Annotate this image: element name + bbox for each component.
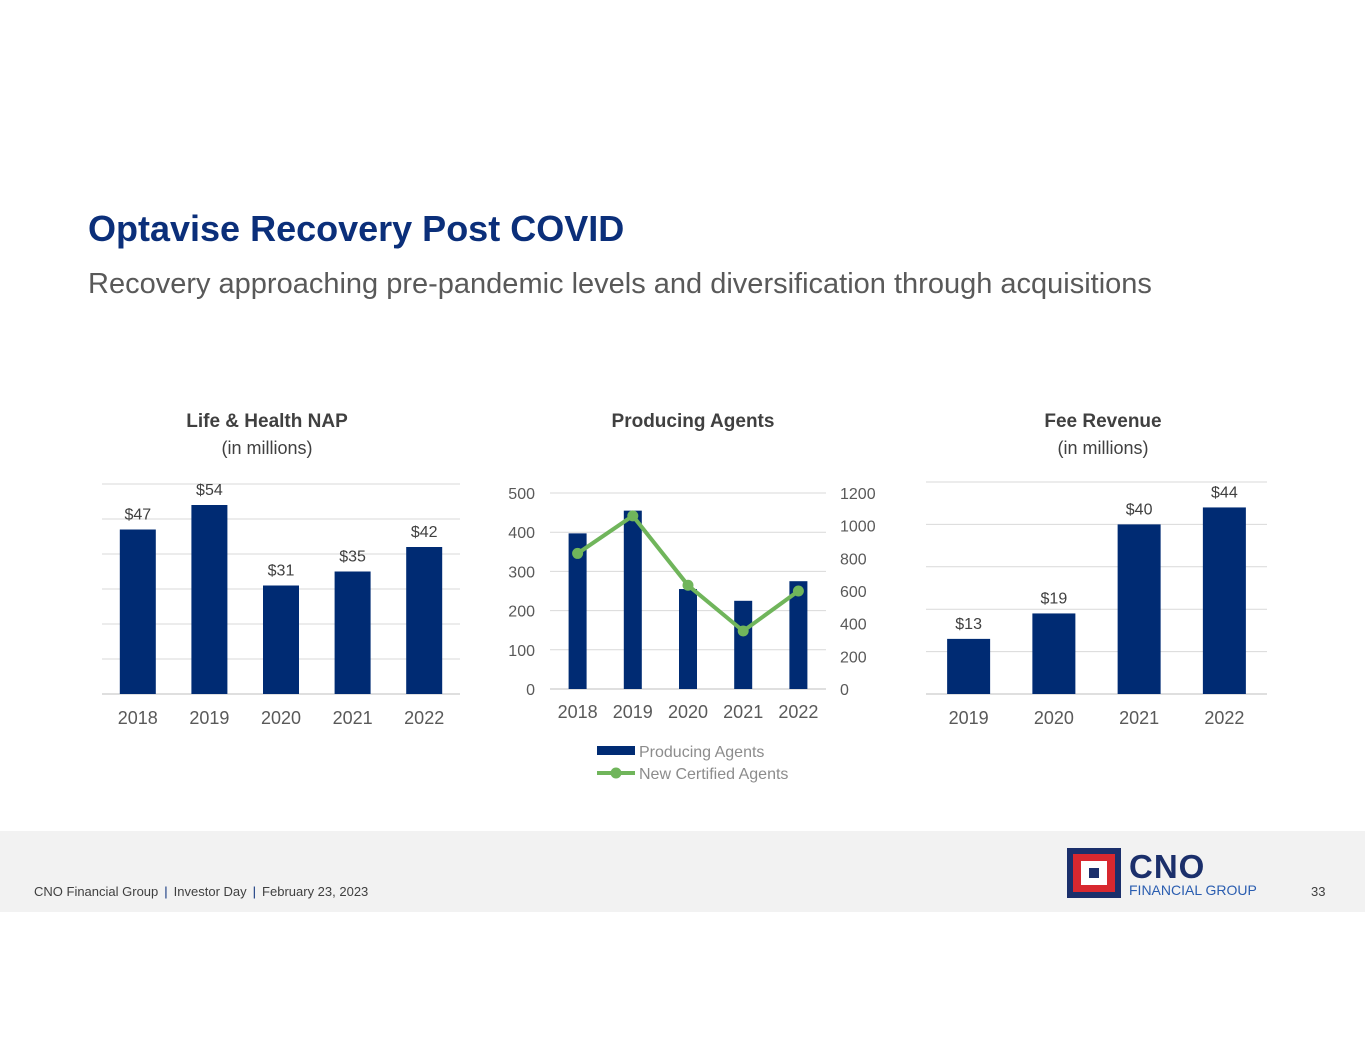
data-label: $13 [955,616,982,633]
data-label: $54 [196,482,223,499]
chart-subtitle: (in millions) [1057,438,1148,458]
page-title: Optavise Recovery Post COVID [88,208,625,249]
legend-label: Producing Agents [639,744,764,761]
bar [191,505,228,694]
x-tick-label: 2022 [778,702,818,722]
line-point [627,510,639,522]
footer: CNO Financial Group | Investor Day | Februar… [0,831,1365,912]
fee-revenue-chart: Fee Revenue (in millions) $13 2019 $19 2020 $4… [926,411,1267,728]
bar [623,510,642,689]
bar [734,600,753,689]
line-point [737,625,749,637]
y-right-tick-label: 0 [840,682,849,699]
bar [1117,524,1161,694]
bar [1202,507,1246,694]
x-tick-label: 2022 [404,708,444,728]
data-label: $44 [1211,484,1238,501]
y-right-tick-label: 1200 [840,486,876,503]
bar [1032,613,1076,694]
x-tick-label: 2022 [1204,708,1244,728]
x-tick-label: 2020 [668,702,708,722]
footer-text: CNO Financial Group | Investor Day | Februar… [34,884,368,899]
y-right-tick-label: 400 [840,617,867,634]
x-tick-label: 2019 [189,708,229,728]
data-label: $19 [1041,590,1068,607]
y-right-tick-label: 1000 [840,519,876,536]
x-tick-label: 2020 [1034,708,1074,728]
data-label: $31 [268,563,295,580]
producing-agents-chart: Producing Agents 0 100 200 300 400 500 0 200 400 6… [508,411,876,783]
line-point [682,579,694,591]
data-label: $40 [1126,501,1153,518]
line-point [792,585,804,597]
bar [119,529,156,694]
bar [679,589,697,689]
y-right-tick-label: 800 [840,551,867,568]
x-tick-label: 2019 [613,702,653,722]
footer-separator: | [252,884,257,899]
y-left-tick-label: 100 [508,643,535,660]
footer-event: Investor Day [173,884,247,899]
logo-mark-icon [1067,848,1121,898]
bar [568,533,587,689]
x-tick-label: 2020 [261,708,301,728]
x-tick-label: 2021 [333,708,373,728]
bar [406,547,443,694]
footer-company: CNO Financial Group [34,884,159,899]
x-tick-label: 2021 [1119,708,1159,728]
life-health-nap-chart: Life & Health NAP (in millions) $47 2018 $54… [102,411,460,728]
legend-swatch-point [610,767,622,779]
data-label: $42 [411,524,438,541]
bar [263,585,299,694]
footer-separator: | [164,884,168,899]
data-label: $47 [124,507,151,524]
y-left-tick-label: 500 [508,486,535,503]
footer-date: February 23, 2023 [262,884,369,899]
page-subtitle: Recovery approaching pre-pandemic levels… [88,268,1152,300]
logo-text: CNO [1129,848,1206,885]
chart-title: Producing Agents [612,411,775,432]
y-left-tick-label: 0 [526,682,535,699]
x-tick-label: 2018 [118,708,158,728]
chart-title: Life & Health NAP [186,411,348,432]
y-left-tick-label: 200 [508,604,535,621]
y-right-tick-label: 600 [840,584,867,601]
bar [947,638,991,694]
x-tick-label: 2018 [558,702,598,722]
logo-subtext: FINANCIAL GROUP [1129,882,1257,898]
data-label: $35 [339,549,366,566]
cno-logo: CNO FINANCIAL GROUP [1067,846,1277,900]
legend-swatch-bar [597,746,635,755]
chart-subtitle: (in millions) [221,438,312,458]
y-right-tick-label: 200 [840,649,867,666]
line-point [572,547,584,559]
x-tick-label: 2019 [949,708,989,728]
legend-label: New Certified Agents [639,766,788,783]
page-number: 33 [1311,884,1326,899]
y-left-tick-label: 300 [508,564,535,581]
bar [334,571,371,694]
x-tick-label: 2021 [723,702,763,722]
y-left-tick-label: 400 [508,525,535,542]
bar [789,581,808,689]
chart-title: Fee Revenue [1044,411,1161,432]
